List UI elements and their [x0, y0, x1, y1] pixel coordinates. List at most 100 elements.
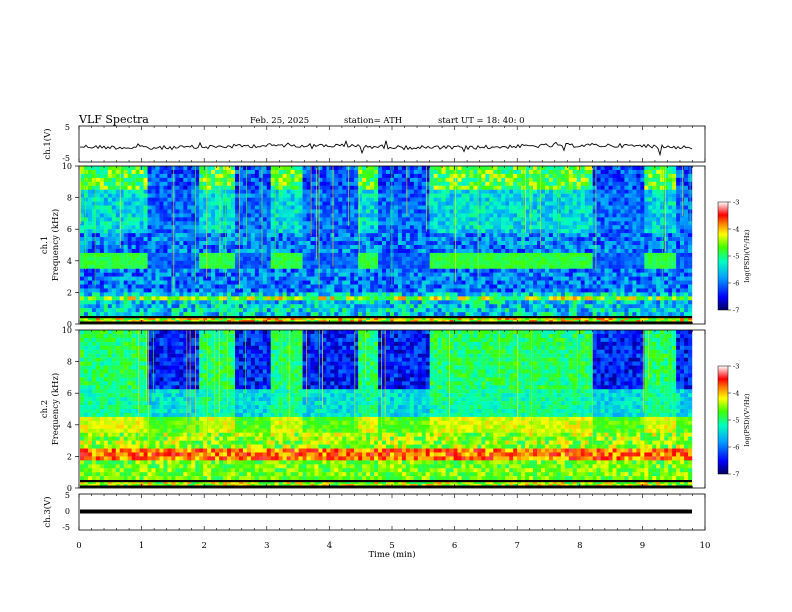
spectrogram-cell: [485, 304, 490, 309]
spectrogram-cell: [139, 181, 144, 186]
spectrogram-cell: [215, 217, 220, 222]
spectrogram-cell: [564, 300, 569, 305]
spectrogram-cell: [143, 308, 148, 313]
spectrogram-cell: [207, 272, 212, 277]
spectrogram-cell: [441, 308, 446, 313]
spectrogram-cell: [179, 272, 184, 277]
spectrogram-cell: [469, 312, 474, 317]
spectrogram-cell: [525, 217, 530, 222]
spectrogram-cell: [425, 221, 430, 226]
spectrogram-cell: [135, 209, 140, 214]
spectrogram-cell: [489, 264, 494, 269]
spectrogram-cell: [397, 272, 403, 277]
spectrogram-cell: [393, 197, 399, 202]
spectrogram-cell: [123, 308, 128, 313]
spectrogram-cell: [393, 300, 399, 305]
spectrogram-cell: [533, 173, 538, 179]
spectrogram-cell: [306, 264, 311, 269]
spectrogram-cell: [525, 166, 530, 171]
spectrogram-cell: [270, 193, 275, 198]
spectrogram-cell: [445, 296, 450, 301]
spectrogram-cell: [330, 189, 335, 194]
spectrogram-cell: [135, 284, 140, 289]
spectrogram-cell: [107, 193, 112, 198]
spectrogram-cell: [167, 221, 172, 226]
spectrogram-cell: [143, 205, 148, 210]
spectrogram-cell: [294, 272, 299, 277]
spectrogram-cell: [338, 272, 343, 277]
spectrogram-cell: [274, 217, 279, 222]
spectrogram-cell: [282, 300, 287, 305]
spectrogram-cell: [231, 288, 236, 293]
spectrogram-cell: [298, 205, 303, 210]
spectrogram-cell: [278, 205, 283, 210]
spectrogram-cell: [223, 217, 228, 222]
spectrogram-cell: [266, 296, 271, 301]
spectrogram-cell: [135, 260, 140, 265]
spectrogram-cell: [103, 268, 109, 273]
spectrogram-cell: [103, 260, 109, 265]
spectrogram-cell: [187, 201, 192, 206]
spectrogram-cell: [131, 225, 136, 230]
spectrogram-cell: [286, 260, 291, 265]
spectrogram-cell: [505, 237, 510, 242]
spectrogram-cell: [374, 308, 379, 313]
spectrogram-cell: [354, 201, 359, 206]
spectrogram-cell: [159, 268, 164, 273]
spectrogram-cell: [139, 300, 144, 305]
spectrogram-cell: [465, 308, 470, 313]
spectrogram-cell: [409, 205, 415, 210]
spectrogram-cell: [135, 237, 140, 242]
spectrogram-cell: [461, 280, 466, 285]
spectrogram-cell: [298, 197, 303, 202]
spectrogram-cell: [183, 248, 188, 254]
spectrogram-cell: [167, 264, 172, 269]
spectrogram-cell: [533, 213, 538, 218]
spectrogram-cell: [242, 237, 248, 242]
spectrogram-cell: [167, 312, 172, 317]
spectrogram-cell: [159, 193, 164, 198]
spectrogram-cell: [87, 280, 93, 285]
spectrogram-cell: [231, 304, 236, 309]
spectrogram-cell: [254, 185, 260, 190]
spectrogram-cell: [533, 237, 538, 242]
spectrogram-cell: [310, 173, 315, 179]
spectrogram-cell: [115, 225, 120, 230]
spectrogram-cell: [366, 233, 371, 238]
spectrogram-cell: [346, 233, 351, 238]
spectrogram-cell: [238, 272, 244, 277]
spectrogram-cell: [505, 189, 510, 194]
spectrogram-cell: [175, 173, 180, 179]
spectrogram-cell: [131, 201, 136, 206]
spectrogram-cell: [481, 213, 486, 218]
spectrogram-cell: [465, 205, 470, 210]
spectrogram-cell: [270, 181, 275, 186]
spectrogram-cell: [143, 221, 148, 226]
spectrogram-cell: [258, 276, 263, 281]
spectrogram-cell: [433, 237, 438, 242]
spectrogram-cell: [437, 237, 442, 242]
spectrogram-cell: [310, 245, 315, 250]
spectrogram-cell: [290, 252, 295, 258]
spectrogram-cell: [509, 256, 514, 261]
spectrogram-cell: [473, 268, 478, 273]
spectrogram-cell: [246, 245, 252, 250]
spectrogram-cell: [250, 229, 256, 234]
spectrogram-cell: [175, 248, 180, 254]
spectrogram-cell: [314, 296, 319, 301]
spectrogram-cell: [298, 284, 303, 289]
spectrogram-cell: [405, 166, 411, 171]
spectrogram-cell: [163, 201, 168, 206]
spectrogram-cell: [429, 272, 434, 277]
spectrogram-cell: [564, 169, 569, 175]
spectrogram-cell: [409, 217, 415, 222]
spectrogram-cell: [429, 169, 434, 175]
spectrogram-cell: [163, 252, 168, 258]
spectrogram-cell: [560, 276, 566, 281]
spectrogram-cell: [548, 201, 554, 206]
spectrogram-cell: [111, 201, 116, 206]
spectrogram-cell: [548, 209, 554, 214]
spectrogram-cell: [556, 252, 562, 258]
spectrogram-cell: [223, 252, 228, 258]
spectrogram-cell: [115, 181, 120, 186]
